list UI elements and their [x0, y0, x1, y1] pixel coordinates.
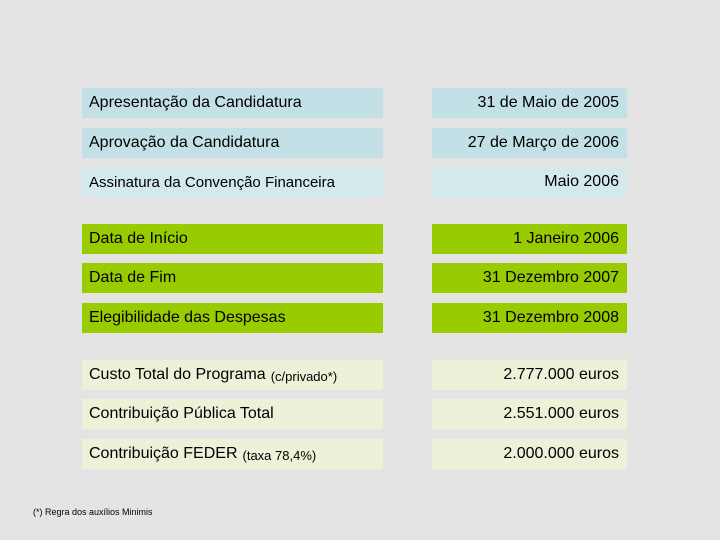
custo-total-text: Custo Total do Programa: [89, 366, 266, 383]
row-custo-total-label: Custo Total do Programa (c/privado*): [82, 360, 383, 390]
row-data-inicio-value: 1 Janeiro 2006: [432, 224, 627, 254]
row-elegibilidade-label: Elegibilidade das Despesas: [82, 303, 383, 333]
row-contribuicao-publica-value: 2.551.000 euros: [432, 399, 627, 429]
row-aprovacao-value: 27 de Março de 2006: [432, 128, 627, 158]
row-elegibilidade-value: 31 Dezembro 2008: [432, 303, 627, 333]
row-data-fim-value: 31 Dezembro 2007: [432, 263, 627, 293]
row-assinatura-label: Assinatura da Convenção Financeira: [82, 167, 383, 197]
row-data-fim-label: Data de Fim: [82, 263, 383, 293]
contribuicao-feder-text: Contribuição FEDER: [89, 445, 238, 462]
row-apresentacao-value: 31 de Maio de 2005: [432, 88, 627, 118]
row-contribuicao-feder-value: 2.000.000 euros: [432, 439, 627, 469]
row-custo-total-value: 2.777.000 euros: [432, 360, 627, 390]
row-contribuicao-feder-label: Contribuição FEDER (taxa 78,4%): [82, 439, 383, 469]
row-contribuicao-publica-label: Contribuição Pública Total: [82, 399, 383, 429]
row-apresentacao-label: Apresentação da Candidatura: [82, 88, 383, 118]
row-data-inicio-label: Data de Início: [82, 224, 383, 254]
custo-total-note: (c/privado*): [270, 368, 338, 384]
row-assinatura-value: Maio 2006: [432, 167, 627, 197]
contribuicao-feder-note: (taxa 78,4%): [242, 447, 317, 463]
row-aprovacao-label: Aprovação da Candidatura: [82, 128, 383, 158]
footnote: (*) Regra dos auxílios Minimis: [33, 507, 153, 517]
